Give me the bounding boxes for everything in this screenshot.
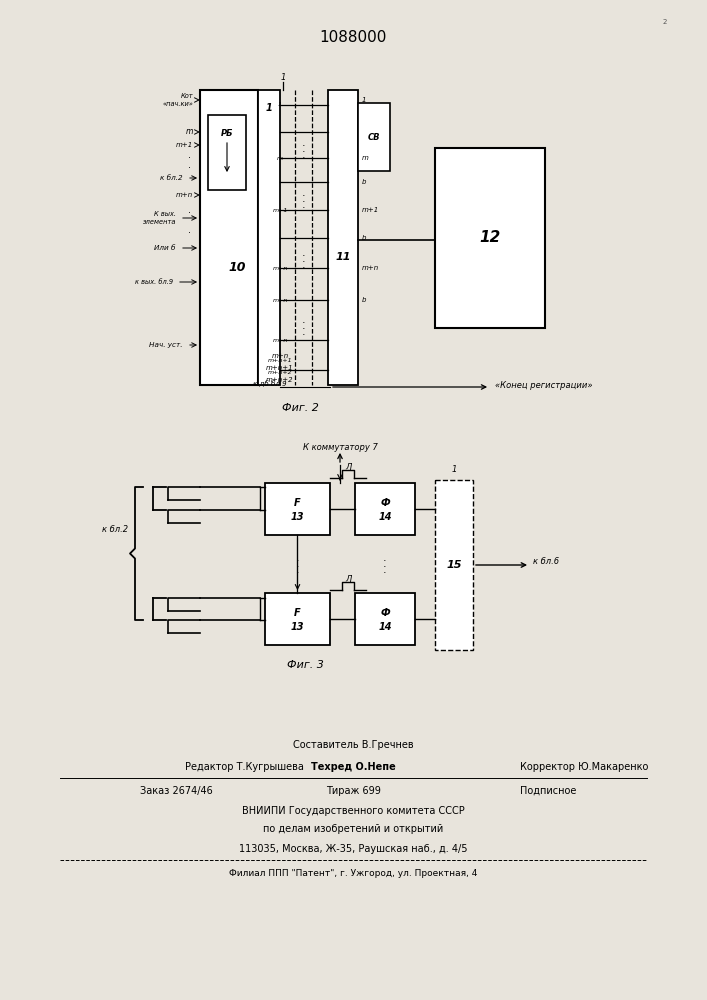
Text: m: m bbox=[277, 155, 283, 160]
Text: m+n: m+n bbox=[272, 298, 288, 302]
Text: m+n+1: m+n+1 bbox=[268, 358, 292, 362]
Text: m+n: m+n bbox=[272, 265, 288, 270]
Text: К коммутатору 7: К коммутатору 7 bbox=[303, 442, 378, 452]
Text: .: . bbox=[302, 315, 305, 325]
Text: .: . bbox=[302, 254, 305, 264]
Text: m+n+2: m+n+2 bbox=[268, 370, 292, 375]
Text: «Конец регистрации»: «Конец регистрации» bbox=[495, 380, 592, 389]
Text: .: . bbox=[296, 559, 299, 569]
Text: .: . bbox=[189, 225, 192, 235]
Text: .: . bbox=[189, 205, 192, 215]
Text: m+1: m+1 bbox=[272, 208, 288, 213]
Text: m+n+1: m+n+1 bbox=[267, 365, 294, 371]
Text: 2: 2 bbox=[662, 19, 667, 25]
Text: F: F bbox=[294, 608, 300, 618]
Text: Тираж 699: Тираж 699 bbox=[325, 786, 380, 796]
Text: .: . bbox=[383, 565, 387, 575]
Text: к бл.6: к бл.6 bbox=[533, 558, 559, 566]
Text: 1: 1 bbox=[278, 103, 282, 107]
Text: Или б: Или б bbox=[155, 245, 176, 251]
Text: Л: Л bbox=[345, 462, 351, 472]
Bar bbox=[208, 115, 246, 190]
Bar bbox=[355, 483, 415, 535]
Text: F: F bbox=[294, 498, 300, 508]
Text: .: . bbox=[189, 160, 192, 170]
Text: .: . bbox=[302, 321, 305, 331]
Bar bbox=[355, 593, 415, 645]
Text: .: . bbox=[302, 248, 305, 258]
Bar bbox=[435, 148, 545, 328]
Text: к бл.2: к бл.2 bbox=[160, 175, 183, 181]
Text: Фиг. 2: Фиг. 2 bbox=[281, 403, 318, 413]
Text: Корректор Ю.Макаренко: Корректор Ю.Макаренко bbox=[520, 762, 648, 772]
Text: к дб бл 9: к дб бл 9 bbox=[253, 381, 287, 387]
Text: 1: 1 bbox=[362, 97, 366, 103]
Text: 1: 1 bbox=[280, 74, 286, 83]
Text: РБ: РБ bbox=[221, 128, 233, 137]
Text: m+n: m+n bbox=[272, 338, 288, 342]
Text: 1: 1 bbox=[266, 103, 272, 113]
Text: СВ: СВ bbox=[368, 132, 380, 141]
Text: к вых. бл.9: к вых. бл.9 bbox=[135, 279, 173, 285]
Text: Нач. уст.: Нач. уст. bbox=[149, 342, 183, 348]
Bar bbox=[358, 103, 390, 171]
Text: Л: Л bbox=[345, 574, 351, 584]
Text: m+1: m+1 bbox=[362, 207, 379, 213]
Text: .: . bbox=[302, 150, 305, 160]
Text: 12: 12 bbox=[479, 231, 501, 245]
Text: Техред О.Непе: Техред О.Непе bbox=[310, 762, 395, 772]
Text: m+n: m+n bbox=[271, 353, 288, 359]
Text: .: . bbox=[302, 194, 305, 204]
Text: 1: 1 bbox=[451, 466, 457, 475]
Text: b: b bbox=[362, 297, 366, 303]
Text: Ф: Ф bbox=[380, 608, 390, 618]
Text: 113035, Москва, Ж-35, Раушская наб., д. 4/5: 113035, Москва, Ж-35, Раушская наб., д. … bbox=[239, 844, 467, 854]
Bar bbox=[265, 483, 330, 535]
Text: m+n: m+n bbox=[362, 265, 379, 271]
Text: m: m bbox=[186, 127, 193, 136]
Text: 13: 13 bbox=[291, 622, 304, 632]
Bar bbox=[265, 593, 330, 645]
Bar bbox=[200, 90, 258, 385]
Text: .: . bbox=[383, 553, 387, 563]
Bar bbox=[435, 480, 473, 650]
Text: 1088000: 1088000 bbox=[320, 30, 387, 45]
Text: m+n: m+n bbox=[176, 192, 193, 198]
Text: 15: 15 bbox=[446, 560, 462, 570]
Text: 11: 11 bbox=[335, 252, 351, 262]
Text: Ф: Ф bbox=[380, 498, 390, 508]
Text: .: . bbox=[302, 260, 305, 270]
Text: .: . bbox=[302, 144, 305, 154]
Text: b: b bbox=[362, 179, 366, 185]
Text: m+n+2: m+n+2 bbox=[267, 377, 294, 383]
Text: Фиг. 3: Фиг. 3 bbox=[286, 660, 323, 670]
Text: .: . bbox=[302, 200, 305, 210]
Text: .: . bbox=[296, 565, 299, 575]
Text: .: . bbox=[302, 327, 305, 337]
Text: 14: 14 bbox=[378, 622, 392, 632]
Text: b: b bbox=[362, 235, 366, 241]
Text: Редактор Т.Кугрышева: Редактор Т.Кугрышева bbox=[185, 762, 304, 772]
Text: Подписное: Подписное bbox=[520, 786, 576, 796]
Text: .: . bbox=[302, 138, 305, 148]
Text: .: . bbox=[189, 150, 192, 160]
Text: Составитель В.Гречнев: Составитель В.Гречнев bbox=[293, 740, 414, 750]
Text: по делам изобретений и открытий: по делам изобретений и открытий bbox=[263, 824, 443, 834]
Text: 13: 13 bbox=[291, 512, 304, 522]
Text: Заказ 2674/46: Заказ 2674/46 bbox=[140, 786, 213, 796]
Text: 10: 10 bbox=[228, 261, 246, 274]
Text: 14: 14 bbox=[378, 512, 392, 522]
Text: .: . bbox=[296, 553, 299, 563]
Text: ВНИИПИ Государственного комитета СССР: ВНИИПИ Государственного комитета СССР bbox=[242, 806, 464, 816]
Text: .: . bbox=[302, 188, 305, 198]
Text: к бл.2: к бл.2 bbox=[102, 526, 128, 534]
Bar bbox=[258, 90, 280, 385]
Text: m: m bbox=[362, 155, 369, 161]
Text: Филиал ППП "Патент", г. Ужгород, ул. Проектная, 4: Филиал ППП "Патент", г. Ужгород, ул. Про… bbox=[229, 868, 477, 878]
Text: К вых.
элемента: К вых. элемента bbox=[143, 212, 176, 225]
Bar bbox=[328, 90, 358, 385]
Text: Кот
«пач.ки»: Кот «пач.ки» bbox=[162, 94, 193, 106]
Text: m+1: m+1 bbox=[176, 142, 193, 148]
Text: .: . bbox=[383, 559, 387, 569]
